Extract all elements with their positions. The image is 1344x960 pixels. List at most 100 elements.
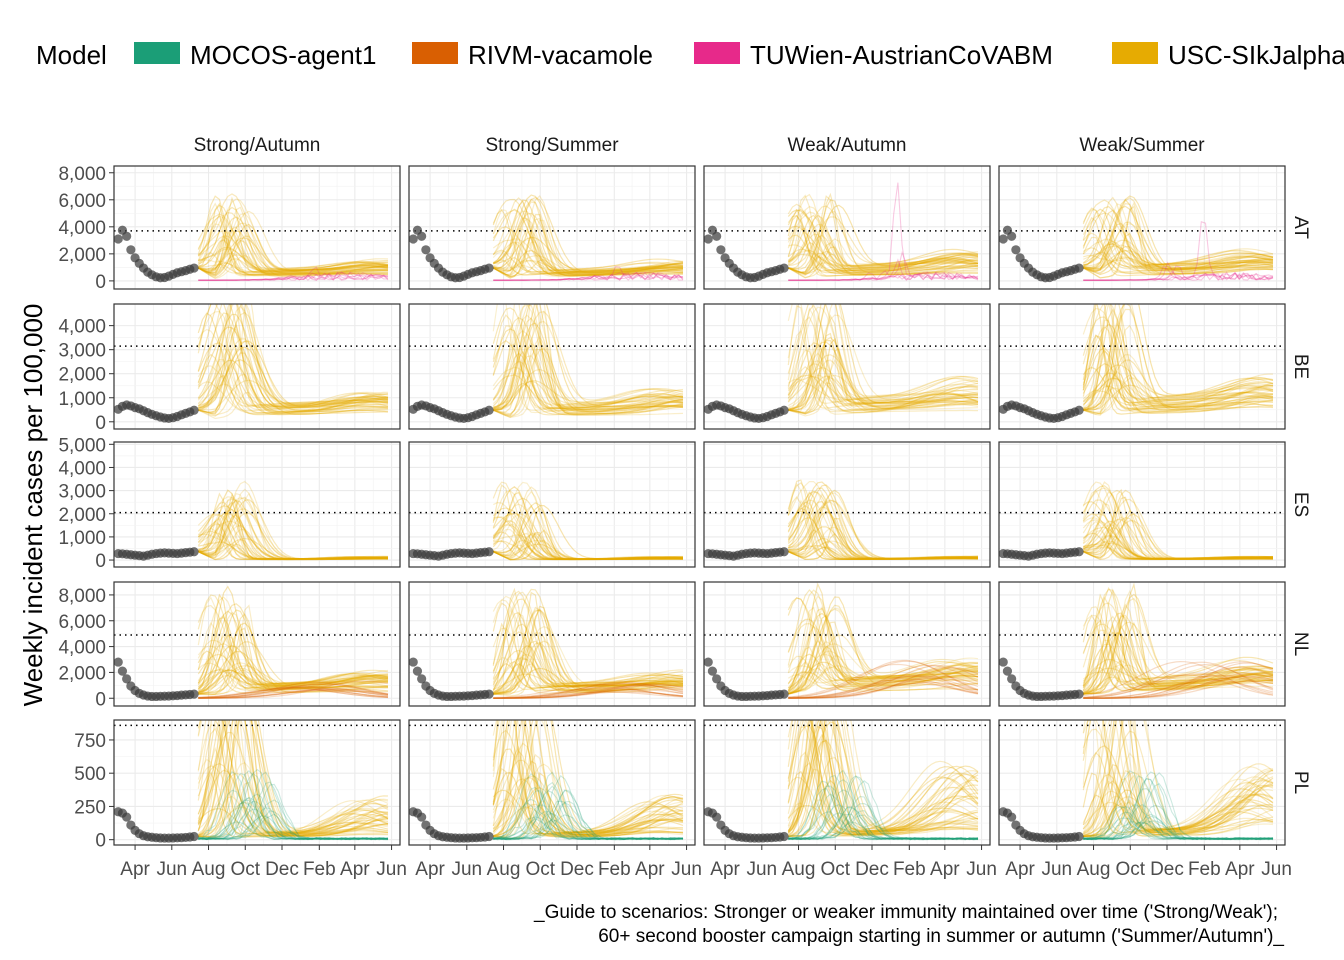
usc-trajectory: [787, 720, 979, 833]
usc-trajectory: [198, 508, 389, 560]
usc-trajectory: [493, 591, 684, 695]
usc-trajectory: [198, 480, 389, 560]
usc-trajectory: [788, 238, 979, 275]
y-tick-label: 2,000: [58, 365, 106, 386]
usc-trajectory: [1082, 643, 1274, 685]
mocos-trajectory: [1083, 788, 1274, 841]
caption-line-2: 60+ second booster campaign starting in …: [598, 926, 1284, 947]
usc-trajectory: [493, 760, 684, 838]
usc-trajectory: [787, 366, 979, 413]
observed-point: [117, 666, 128, 676]
usc-trajectory: [197, 746, 389, 835]
usc-trajectory: [787, 720, 979, 835]
usc-trajectory: [1083, 377, 1274, 415]
usc-trajectory: [197, 328, 389, 410]
usc-trajectory: [1083, 198, 1274, 275]
usc-trajectory: [197, 214, 388, 273]
mocos-trajectory: [788, 806, 979, 841]
usc-trajectory: [197, 593, 389, 693]
usc-trajectory: [788, 547, 978, 560]
usc-trajectory: [787, 762, 979, 836]
facet-row-label: ES: [1290, 492, 1311, 517]
usc-trajectory: [198, 521, 388, 560]
rivm-trajectory: [198, 683, 389, 699]
usc-trajectory: [198, 614, 388, 695]
panel-at-2: [703, 165, 991, 290]
usc-trajectory: [493, 523, 683, 561]
usc-trajectory: [197, 727, 389, 835]
usc-trajectory: [492, 503, 684, 560]
usc-trajectory: [198, 667, 389, 695]
usc-trajectory: [1083, 516, 1273, 560]
mocos-trajectory: [1083, 821, 1274, 841]
usc-trajectory: [787, 234, 979, 274]
observed-point: [189, 831, 199, 842]
rivm-trajectory: [1083, 673, 1274, 699]
usc-trajectory: [1083, 752, 1274, 838]
usc-trajectory: [493, 609, 683, 694]
usc-trajectory: [788, 540, 979, 560]
usc-trajectory: [198, 489, 389, 560]
usc-trajectory: [492, 720, 684, 838]
usc-trajectory: [788, 252, 979, 273]
usc-trajectory: [1082, 648, 1274, 693]
usc-trajectory: [1082, 720, 1274, 834]
observed-point: [1074, 689, 1084, 699]
usc-trajectory: [492, 484, 684, 561]
usc-trajectory: [787, 481, 979, 559]
usc-trajectory: [198, 622, 389, 695]
usc-trajectory: [492, 199, 684, 277]
x-tick-label: Apr: [635, 859, 665, 880]
observed-point: [113, 657, 123, 667]
usc-trajectory: [787, 720, 979, 835]
usc-trajectory: [787, 606, 979, 692]
mocos-trajectory: [1083, 804, 1274, 841]
rivm-trajectory: [788, 677, 979, 699]
usc-trajectory: [492, 249, 683, 273]
usc-trajectory: [198, 373, 389, 417]
usc-trajectory: [1083, 546, 1274, 561]
usc-trajectory: [788, 244, 979, 267]
tuwien-trajectory: [1083, 272, 1274, 281]
usc-trajectory: [787, 490, 979, 560]
usc-trajectory: [1082, 307, 1274, 407]
rivm-trajectory: [198, 688, 389, 699]
rivm-trajectory: [493, 684, 684, 699]
observed-point: [484, 405, 494, 415]
usc-trajectory: [492, 590, 683, 687]
usc-trajectory: [492, 330, 684, 408]
usc-trajectory: [493, 533, 684, 560]
usc-trajectory: [493, 663, 683, 695]
usc-trajectory: [493, 640, 684, 695]
usc-trajectory: [493, 236, 684, 272]
rivm-trajectory: [788, 681, 979, 699]
mocos-trajectory: [1083, 817, 1274, 841]
usc-trajectory: [492, 490, 684, 560]
usc-trajectory: [787, 751, 979, 835]
observed-point: [1011, 245, 1021, 255]
usc-trajectory: [1082, 751, 1274, 831]
usc-trajectory: [197, 769, 389, 834]
usc-trajectory: [197, 650, 389, 694]
usc-trajectory: [197, 527, 389, 561]
usc-trajectory: [198, 323, 389, 415]
rivm-trajectory: [788, 677, 979, 699]
observed-point: [189, 405, 199, 415]
usc-trajectory: [198, 539, 389, 561]
usc-trajectory: [787, 653, 979, 685]
usc-trajectory: [788, 241, 979, 272]
usc-trajectory: [1083, 542, 1274, 560]
usc-trajectory: [198, 230, 389, 276]
usc-trajectory: [1082, 348, 1274, 407]
usc-trajectory: [198, 543, 389, 561]
usc-trajectory: [198, 501, 389, 560]
mocos-trajectory: [493, 798, 684, 841]
usc-trajectory: [198, 304, 389, 414]
usc-trajectory: [198, 206, 388, 273]
usc-trajectory: [198, 340, 389, 409]
y-tick-label: 3,000: [58, 482, 106, 503]
rivm-trajectory: [493, 684, 684, 699]
panel-be-1: [408, 303, 696, 430]
rivm-trajectory: [1083, 660, 1274, 697]
usc-trajectory: [1082, 208, 1273, 267]
